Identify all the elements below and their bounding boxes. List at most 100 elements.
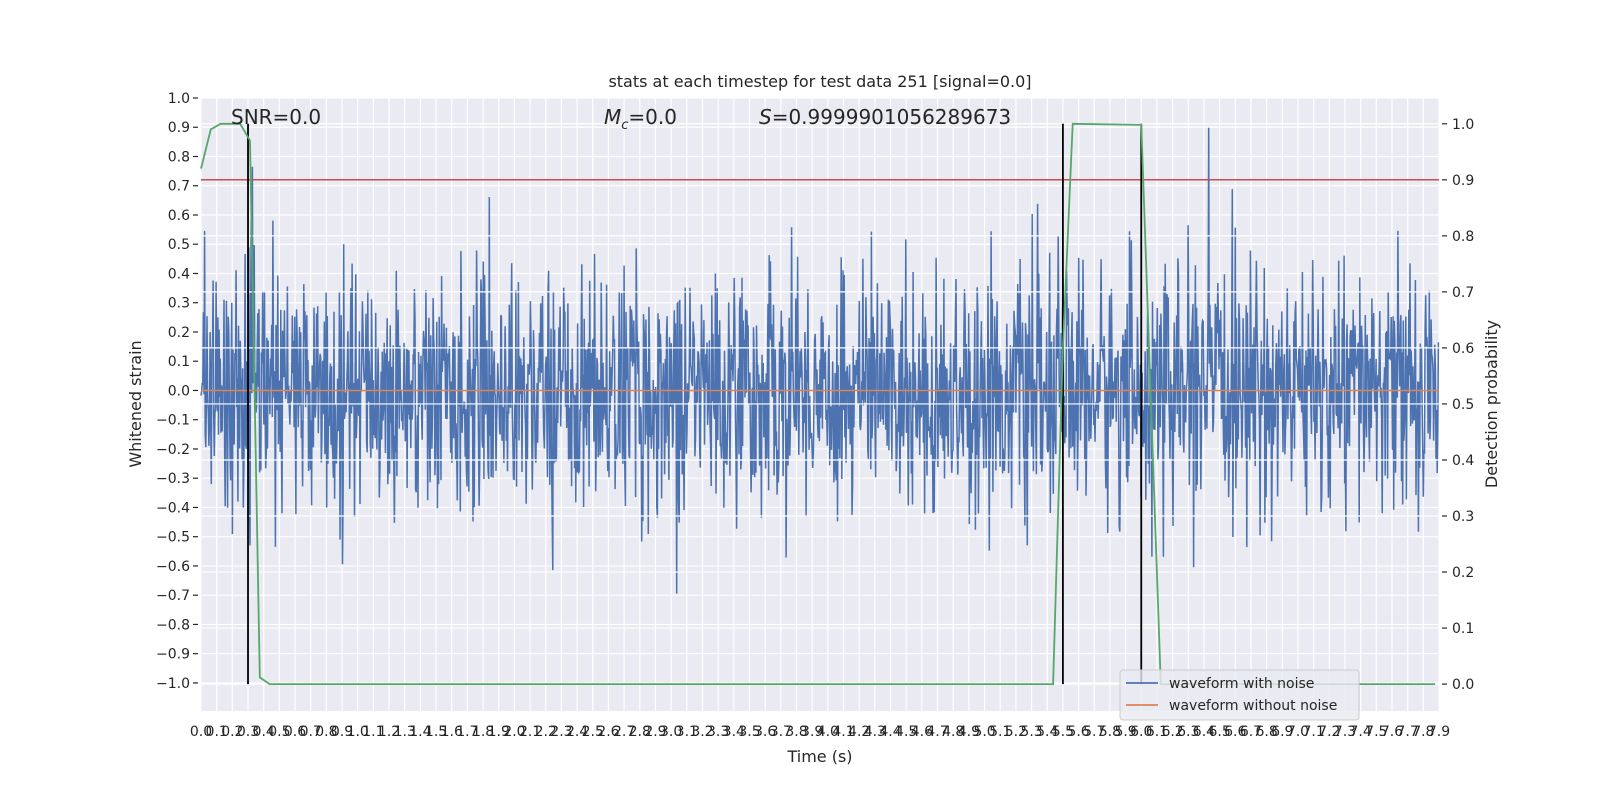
y-right-tick-label: 0.3 — [1452, 509, 1474, 525]
y-tick-label: −0.5 — [156, 530, 190, 546]
y-tick-label: 0.2 — [168, 325, 190, 341]
y-tick-label: −0.3 — [156, 471, 190, 487]
x-tick-labels: 0.00.10.20.30.40.50.60.70.80.91.01.11.21… — [190, 724, 1450, 740]
x-tick-label: 4.4 — [879, 724, 901, 740]
s-annotation: S=0.9999901056289673 — [759, 105, 1011, 129]
waveform-with-noise-path — [200, 127, 1440, 594]
y-tick-label: 0.8 — [168, 149, 190, 165]
x-tick-label: 2.5 — [582, 724, 604, 740]
waveform-with-noise-line — [200, 127, 1440, 594]
chart-title: stats at each timestep for test data 251… — [608, 72, 1031, 91]
x-tick-label: 0.5 — [268, 724, 290, 740]
x-tick-label: 7.2 — [1318, 724, 1340, 740]
y-tick-label: 0.1 — [168, 354, 190, 370]
y-right-tick-label: 0.4 — [1452, 453, 1474, 469]
x-tick-label: 6.1 — [1146, 724, 1168, 740]
x-tick-label: 5.4 — [1036, 724, 1058, 740]
x-tick-label: 4.2 — [848, 724, 870, 740]
y-tick-label: −0.2 — [156, 442, 190, 458]
detection-probability-line — [200, 122, 1436, 685]
x-tick-label: 3.0 — [660, 724, 682, 740]
x-tick-label: 7.8 — [1412, 724, 1434, 740]
y-tick-label: 0.7 — [168, 179, 190, 195]
grid-right — [201, 123, 1439, 685]
x-tick-label: 0.1 — [206, 724, 228, 740]
x-tick-label: 3.2 — [691, 724, 713, 740]
x-tick-label: 0.8 — [315, 724, 337, 740]
x-tick-label: 2.7 — [613, 724, 635, 740]
x-tick-label: 0.0 — [190, 724, 212, 740]
x-tick-label: 2.9 — [644, 724, 666, 740]
y-tick-label: −1.0 — [156, 676, 190, 692]
x-tick-label: 5.5 — [1052, 724, 1074, 740]
x-tick-label: 5.7 — [1083, 724, 1105, 740]
y-tick-label: −0.9 — [156, 647, 190, 663]
x-tick-label: 1.6 — [441, 724, 463, 740]
y-tick-label: 0.3 — [168, 296, 190, 312]
x-tick-label: 6.6 — [1224, 724, 1246, 740]
y-tick-label: 0.4 — [168, 266, 190, 282]
x-tick-label: 1.5 — [425, 724, 447, 740]
y-right-tick-label: 0.2 — [1452, 565, 1474, 581]
x-tick-label: 3.4 — [723, 724, 745, 740]
x-tick-label: 6.4 — [1193, 724, 1215, 740]
x-tick-label: 6.3 — [1177, 724, 1199, 740]
x-tick-label: 6.5 — [1208, 724, 1230, 740]
x-tick-label: 2.3 — [550, 724, 572, 740]
x-tick-label: 1.0 — [347, 724, 369, 740]
y-tick-label: −0.8 — [156, 617, 190, 633]
x-tick-label: 2.6 — [597, 724, 619, 740]
x-tick-label: 3.3 — [707, 724, 729, 740]
x-tick-label: 2.4 — [566, 724, 588, 740]
x-tick-label: 7.5 — [1365, 724, 1387, 740]
legend-label-noise: waveform with noise — [1169, 676, 1314, 692]
y-tick-label: 0.5 — [168, 237, 190, 253]
legend-box — [1119, 669, 1360, 721]
x-tick-label: 6.9 — [1271, 724, 1293, 740]
x-tick-label: 6.2 — [1161, 724, 1183, 740]
y-right-tick-label: 0.8 — [1452, 229, 1474, 245]
mc-symbol: M — [604, 105, 621, 129]
x-tick-label: 4.0 — [817, 724, 839, 740]
x-tick-label: 4.6 — [911, 724, 933, 740]
x-tick-label: 0.3 — [237, 724, 259, 740]
x-tick-label: 3.1 — [676, 724, 698, 740]
legend: waveform with noise waveform without noi… — [1119, 669, 1360, 721]
y-tick-label: 0.0 — [168, 383, 190, 399]
y-right-axis-label: Detection probability — [1482, 320, 1501, 488]
x-tick-label: 3.5 — [738, 724, 760, 740]
x-tick-label: 7.0 — [1287, 724, 1309, 740]
x-tick-label: 1.2 — [378, 724, 400, 740]
x-tick-label: 0.7 — [300, 724, 322, 740]
y-right-tick-label: 1.0 — [1452, 117, 1474, 133]
x-tick-label: 1.1 — [362, 724, 384, 740]
y-tick-label: 0.6 — [168, 208, 190, 224]
y-tick-label: −0.6 — [156, 559, 190, 575]
x-tick-label: 2.8 — [629, 724, 651, 740]
x-tick-label: 5.2 — [1005, 724, 1027, 740]
snr-annotation: SNR=0.0 — [231, 105, 321, 129]
x-tick-label: 3.8 — [785, 724, 807, 740]
x-tick-label: 1.7 — [456, 724, 478, 740]
y-tick-labels: 1.0 0.9 0.8 0.7 0.6 0.5 0.4 0.3 0.2 0.1 0.0 −0.1 −0.… — [156, 91, 198, 692]
x-tick-label: 4.3 — [864, 724, 886, 740]
mc-value: =0.0 — [628, 105, 677, 129]
x-tick-label: 0.4 — [253, 724, 275, 740]
x-tick-label: 7.3 — [1334, 724, 1356, 740]
x-tick-label: 7.6 — [1381, 724, 1403, 740]
y-right-tick-label: 0.6 — [1452, 341, 1474, 357]
x-tick-label: 1.9 — [488, 724, 510, 740]
x-tick-label: 0.6 — [284, 724, 306, 740]
x-tick-label: 7.9 — [1428, 724, 1450, 740]
x-tick-label: 1.4 — [409, 724, 431, 740]
x-tick-label: 7.4 — [1350, 724, 1372, 740]
s-value: =0.9999901056289673 — [772, 105, 1011, 129]
x-tick-label: 2.1 — [519, 724, 541, 740]
x-tick-label: 5.1 — [989, 724, 1011, 740]
x-tick-label: 3.6 — [754, 724, 776, 740]
x-tick-label: 4.1 — [832, 724, 854, 740]
x-tick-label: 6.7 — [1240, 724, 1262, 740]
x-tick-label: 3.7 — [770, 724, 792, 740]
x-tick-label: 2.0 — [503, 724, 525, 740]
